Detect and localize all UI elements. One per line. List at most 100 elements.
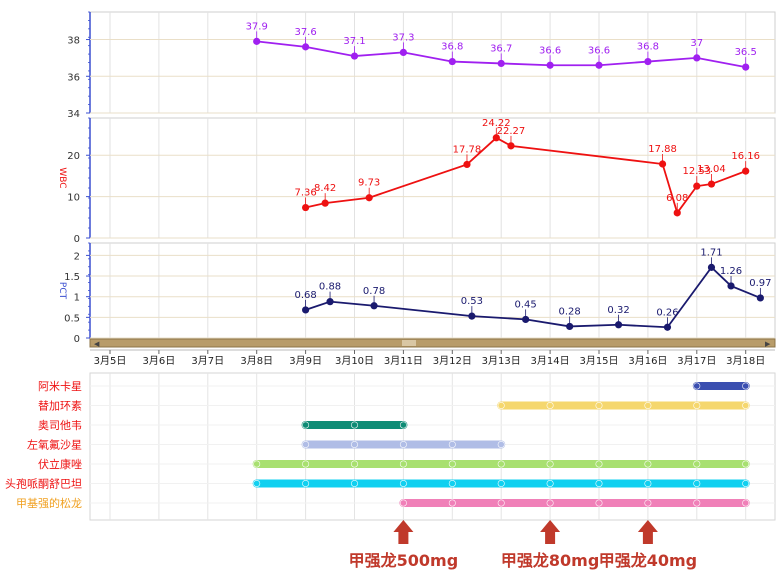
drug-dose-point xyxy=(742,401,750,409)
data-label: 17.78 xyxy=(453,144,482,155)
data-label: 1.26 xyxy=(720,266,742,277)
drug-dose-point xyxy=(742,382,750,390)
data-point xyxy=(663,323,672,331)
drug-dose-point xyxy=(350,479,358,487)
data-label: 36.8 xyxy=(637,42,659,53)
data-point xyxy=(742,63,750,71)
data-label: 36.5 xyxy=(735,47,757,58)
drug-dose-point xyxy=(693,460,701,468)
drug-dose-point xyxy=(595,499,603,507)
y-tick-label: 2 xyxy=(74,251,80,262)
drug-dose-point xyxy=(693,382,701,390)
data-label: 0.97 xyxy=(749,278,771,289)
up-arrow-icon xyxy=(540,520,561,544)
data-label: 7.36 xyxy=(294,188,316,199)
x-tick-label: 3月11日 xyxy=(384,355,423,367)
data-point xyxy=(707,263,716,271)
data-label: 0.28 xyxy=(559,306,581,317)
data-point xyxy=(468,312,476,320)
data-point xyxy=(302,43,310,51)
data-label: 0.68 xyxy=(294,290,316,301)
data-point xyxy=(566,322,574,331)
x-tick-label: 3月14日 xyxy=(531,355,570,367)
dose-annotation: 甲强龙80mg xyxy=(501,551,599,570)
x-tick-label: 3月9日 xyxy=(289,355,322,367)
y-tick-label: 34 xyxy=(67,109,80,120)
data-point xyxy=(302,203,310,212)
y-tick-label: 1.5 xyxy=(64,272,80,283)
drug-label: 替加环素 xyxy=(38,399,82,413)
x-tick-label: 3月5日 xyxy=(94,355,127,367)
drug-dose-point xyxy=(546,460,554,468)
drug-dose-point xyxy=(448,499,456,507)
y-tick-label: 0 xyxy=(74,334,80,345)
data-point xyxy=(370,302,378,310)
drug-dose-point xyxy=(497,460,505,468)
data-label: 22.27 xyxy=(497,126,526,137)
data-label: 0.32 xyxy=(607,305,629,316)
x-tick-label: 3月18日 xyxy=(726,355,765,367)
drug-dose-point xyxy=(546,479,554,487)
data-label: 37.3 xyxy=(392,32,414,43)
data-label: 0.78 xyxy=(363,286,385,297)
data-label: 36.7 xyxy=(490,43,512,54)
x-tick-label: 3月7日 xyxy=(191,355,224,367)
data-label: 12.53 xyxy=(682,166,711,177)
data-point xyxy=(507,142,515,150)
data-label: 36.6 xyxy=(588,45,610,56)
x-tick-label: 3月6日 xyxy=(143,355,176,367)
drug-dose-point xyxy=(595,401,603,409)
data-point xyxy=(399,48,407,57)
scrollbar-track[interactable] xyxy=(89,338,776,348)
data-point xyxy=(253,37,261,45)
panel-frame xyxy=(89,242,776,339)
drug-dose-point xyxy=(546,499,554,507)
drug-dose-point xyxy=(253,460,261,468)
drug-dose-point xyxy=(497,499,505,507)
data-label: 37 xyxy=(690,38,703,49)
drug-dose-point xyxy=(546,401,554,409)
x-tick-label: 3月10日 xyxy=(335,355,374,367)
data-point xyxy=(756,294,764,302)
drug-dose-point xyxy=(497,440,505,448)
data-point xyxy=(492,134,500,142)
data-point xyxy=(693,54,701,62)
drug-dose-point xyxy=(497,479,505,487)
drug-label: 奥司他韦 xyxy=(38,418,82,432)
data-point xyxy=(742,167,750,175)
drug-dose-point xyxy=(448,440,456,448)
drug-dose-point xyxy=(448,460,456,468)
dose-annotation: 甲强龙500mg xyxy=(349,551,459,570)
x-tick-label: 3月12日 xyxy=(433,355,472,367)
drug-label: 甲基强的松龙 xyxy=(16,496,82,510)
drug-dose-point xyxy=(399,421,407,429)
drug-dose-point xyxy=(448,479,456,487)
data-label: 36.8 xyxy=(441,42,463,53)
scrollbar-thumb[interactable] xyxy=(402,340,416,346)
panel-frame xyxy=(89,117,776,239)
data-point xyxy=(693,182,701,190)
data-label: 24.22 xyxy=(482,118,511,129)
data-label: 1.71 xyxy=(700,247,722,258)
data-label: 8.42 xyxy=(314,183,336,194)
y-axis-label: PCT xyxy=(57,282,67,300)
drug-dose-point xyxy=(644,401,652,409)
y-axis-label: WBC xyxy=(57,167,67,188)
data-point xyxy=(707,180,716,188)
data-point xyxy=(644,57,652,66)
scroll-right-arrow: ▶ xyxy=(765,340,771,348)
data-point xyxy=(350,52,359,60)
up-arrow-icon xyxy=(637,520,658,544)
data-label: 13.04 xyxy=(697,164,726,175)
y-tick-label: 0 xyxy=(74,234,80,245)
data-point xyxy=(448,57,456,66)
drug-dose-point xyxy=(693,479,701,487)
data-point xyxy=(673,209,681,217)
scroll-left-arrow: ◀ xyxy=(94,340,100,348)
data-label: 0.45 xyxy=(515,299,537,310)
drug-dose-point xyxy=(497,401,505,409)
drug-dose-point xyxy=(302,479,310,487)
data-label: 17.88 xyxy=(648,144,677,155)
data-label: 37.6 xyxy=(294,27,316,38)
